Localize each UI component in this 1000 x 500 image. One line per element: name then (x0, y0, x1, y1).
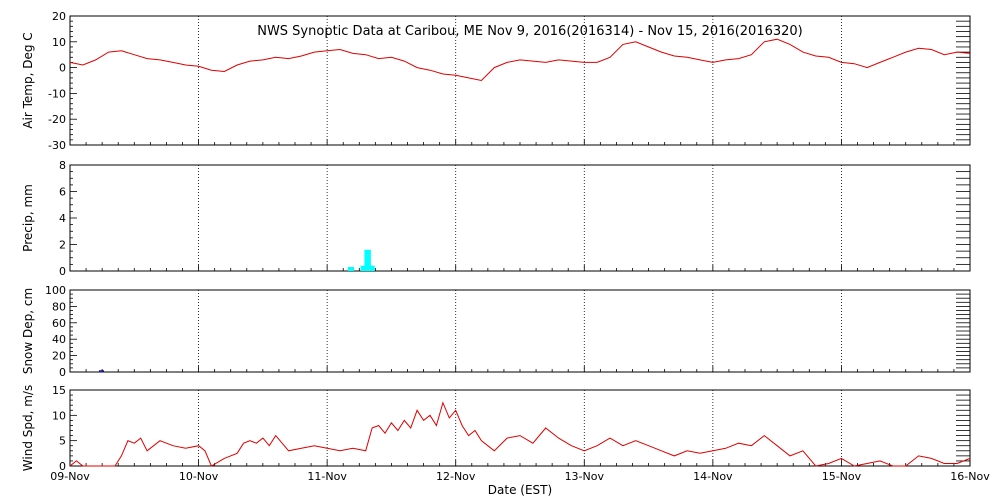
x-tick-label: 12-Nov (436, 470, 476, 483)
snow-y-tick-label: 60 (52, 317, 66, 330)
temp-y-tick-label: 10 (52, 36, 66, 49)
temp-y-tick-label: -10 (48, 87, 66, 100)
precip-y-tick-label: 2 (59, 239, 66, 252)
wind-y-axis-label: Wind Spd, m/s (21, 385, 35, 471)
temp-y-tick-label: -20 (48, 113, 66, 126)
wind-panel: 15 10 5 0 Wind Spd, m/s (21, 384, 971, 473)
snow-panel: 100 80 60 40 20 0 Snow Dep, cm (21, 284, 971, 379)
precip-bar (347, 267, 355, 271)
x-tick-label: 11-Nov (307, 470, 347, 483)
temp-panel: 20 10 0 -10 -20 -30 Air Temp, Deg C (21, 10, 971, 152)
x-tick-label: 16-Nov (950, 470, 990, 483)
snow-y-tick-label: 40 (52, 333, 66, 346)
precip-y-tick-label: 8 (59, 159, 66, 172)
precip-panel: 8 6 4 2 0 Precip, mm (21, 159, 971, 278)
precip-y-axis-label: Precip, mm (21, 184, 35, 252)
x-tick-label: 10-Nov (179, 470, 219, 483)
x-tick-label: 13-Nov (565, 470, 605, 483)
precip-bar (369, 265, 375, 271)
precip-y-tick-label: 6 (59, 186, 66, 199)
x-tick-label: 14-Nov (693, 470, 733, 483)
wind-frame (69, 389, 971, 467)
precip-frame (69, 164, 971, 272)
wind-y-tick-label: 0 (59, 460, 66, 473)
temp-series-line (69, 38, 971, 82)
snow-y-tick-label: 20 (52, 350, 66, 363)
x-tick-label: 09-Nov (50, 470, 90, 483)
snow-y-axis-label: Snow Dep, cm (21, 288, 35, 374)
chart-title: NWS Synoptic Data at Caribou, ME Nov 9, … (257, 24, 803, 39)
x-axis-tick-labels: 09-Nov 10-Nov 11-Nov 12-Nov 13-Nov 14-Nov 15-N… (50, 470, 990, 483)
x-axis-label: Date (EST) (488, 483, 552, 497)
snow-y-tick-label: 80 (52, 300, 66, 313)
temp-y-tick-label: 20 (52, 10, 66, 23)
precip-bar (364, 249, 371, 271)
precip-bar (360, 265, 367, 271)
snow-y-tick-label: 0 (59, 366, 66, 379)
snow-y-tick-label: 100 (45, 284, 66, 297)
x-tick-label: 15-Nov (822, 470, 862, 483)
wind-y-tick-label: 15 (52, 384, 66, 397)
temp-y-tick-label: 0 (59, 62, 66, 75)
precip-y-tick-label: 4 (59, 212, 66, 225)
temp-y-tick-label: -30 (48, 139, 66, 152)
snow-frame (69, 289, 971, 373)
wind-y-tick-label: 5 (59, 435, 66, 448)
temp-y-axis-label: Air Temp, Deg C (21, 32, 35, 128)
wind-series-line (69, 401, 971, 467)
wind-y-tick-label: 10 (52, 409, 66, 422)
snow-bar (99, 370, 104, 373)
precip-y-tick-label: 0 (59, 265, 66, 278)
